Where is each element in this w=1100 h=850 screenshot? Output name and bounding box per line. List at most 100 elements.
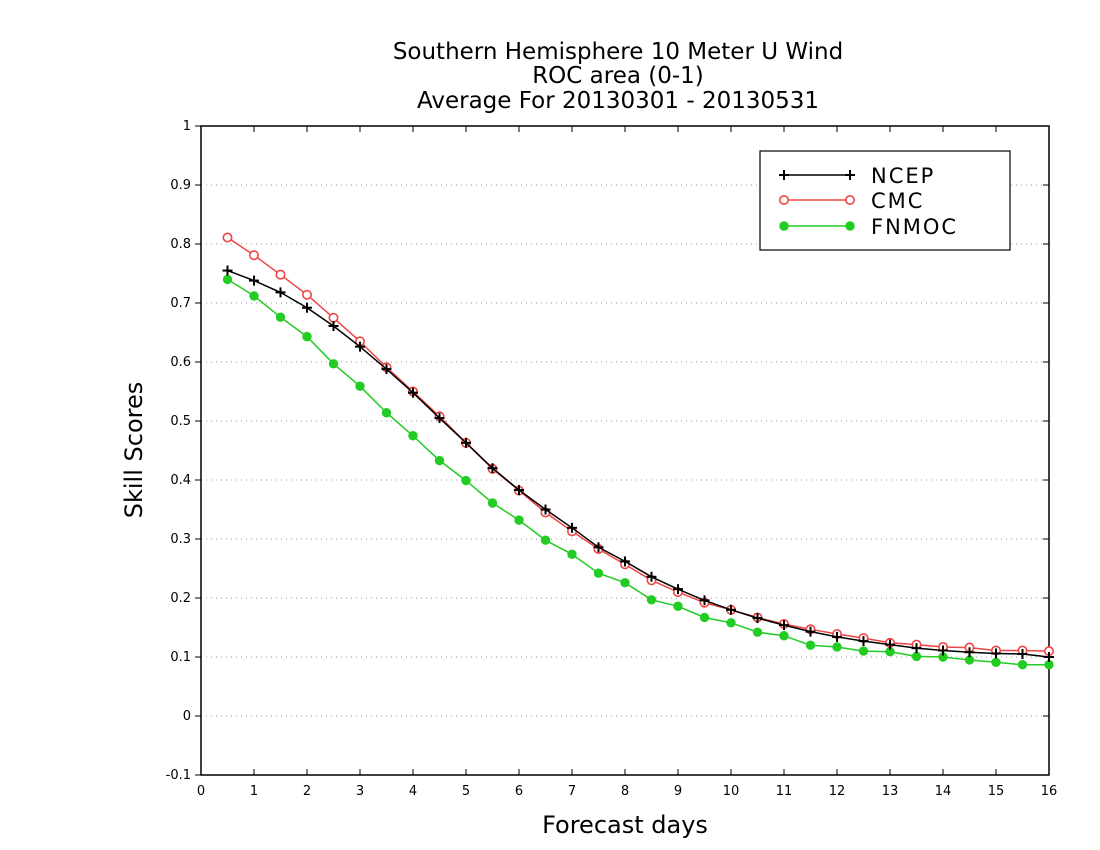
data-point-ncep	[858, 636, 869, 647]
x-tick-label: 16	[1041, 784, 1058, 799]
legend-item-cmc: CMC	[778, 189, 924, 213]
y-tick-label: 0.6	[170, 355, 191, 370]
data-point-cmc	[328, 312, 339, 323]
data-point-ncep	[699, 595, 710, 606]
legend-marker-end-cmc	[844, 195, 855, 206]
data-point-ncep	[938, 645, 948, 656]
y-tick-label: 0.2	[170, 591, 191, 606]
legend-marker-end-ncep	[845, 170, 855, 180]
data-point-ncep	[832, 631, 842, 642]
data-point-ncep	[355, 341, 365, 352]
data-point-ncep	[381, 364, 392, 375]
x-tick-label: 2	[303, 784, 311, 799]
data-point-ncep	[991, 648, 1001, 659]
x-tick-label: 13	[882, 784, 899, 799]
data-point-ncep	[249, 275, 259, 286]
data-point-ncep	[911, 643, 922, 654]
y-tick-label: -0.1	[166, 768, 191, 783]
title-line-2: ROC area (0-1)	[532, 63, 704, 89]
x-tick-label: 5	[462, 784, 470, 799]
data-point-fnmoc	[540, 535, 551, 545]
data-point-fnmoc	[911, 651, 922, 662]
x-tick-label: 6	[515, 784, 523, 799]
data-point-fnmoc	[408, 431, 418, 441]
data-point-cmc	[301, 289, 312, 300]
series-line-ncep	[227, 269, 1050, 658]
data-point-ncep	[1017, 649, 1028, 660]
data-point-fnmoc	[381, 408, 392, 418]
data-point-fnmoc	[328, 359, 339, 369]
data-point-ncep	[487, 463, 498, 474]
data-point-ncep	[540, 504, 551, 515]
y-tick-label: 0	[183, 709, 191, 724]
legend-marker-start-fnmoc	[779, 221, 789, 231]
data-point-ncep	[620, 556, 630, 567]
data-point-fnmoc	[275, 312, 286, 322]
x-tick-label: 9	[674, 784, 682, 799]
series-ncep	[222, 265, 1054, 662]
legend-marker-start-ncep	[779, 170, 789, 180]
data-point-fnmoc	[858, 646, 869, 656]
data-point-fnmoc	[302, 331, 312, 342]
data-point-ncep	[964, 647, 975, 658]
legend-marker-end-fnmoc	[845, 221, 855, 231]
y-tick-label: 0.1	[170, 650, 191, 665]
chart-title: Southern Hemisphere 10 Meter U Wind ROC …	[393, 39, 843, 114]
legend-item-ncep: NCEP	[779, 164, 935, 188]
data-point-cmc	[249, 250, 260, 261]
legend-label-fnmoc: FNMOC	[871, 215, 958, 239]
data-point-fnmoc	[620, 577, 630, 588]
data-point-fnmoc	[461, 475, 471, 486]
y-axis-title: Skill Scores	[120, 382, 148, 519]
data-point-ncep	[222, 265, 233, 276]
series-fnmoc	[222, 274, 1054, 670]
data-point-ncep	[567, 522, 577, 533]
x-tick-label: 3	[356, 784, 364, 799]
data-point-fnmoc	[593, 568, 604, 578]
y-tick-label: 1	[183, 119, 191, 134]
data-point-ncep	[779, 620, 789, 631]
data-point-fnmoc	[434, 455, 445, 466]
data-point-fnmoc	[355, 381, 365, 391]
legend-label-ncep: NCEP	[871, 164, 935, 188]
data-point-ncep	[646, 571, 657, 582]
data-point-ncep	[726, 604, 736, 615]
data-point-ncep	[593, 542, 604, 553]
data-point-fnmoc	[726, 618, 736, 628]
data-point-fnmoc	[222, 274, 233, 285]
x-tick-label: 0	[197, 784, 205, 799]
series-group	[222, 232, 1055, 670]
data-point-fnmoc	[752, 627, 763, 637]
data-point-ncep	[1044, 652, 1054, 662]
data-point-fnmoc	[832, 642, 842, 652]
legend-item-fnmoc: FNMOC	[779, 215, 958, 239]
series-line-fnmoc	[227, 278, 1049, 666]
x-tick-label: 7	[568, 784, 576, 799]
x-tick-label: 12	[829, 784, 846, 799]
data-point-ncep	[885, 639, 895, 650]
data-point-fnmoc	[1017, 659, 1028, 670]
x-axis: 0 1 2 3 4 5 6 7 8 9 10 11 12 13 14 15 16	[197, 126, 1057, 799]
x-tick-label: 11	[776, 784, 793, 799]
data-point-fnmoc	[514, 515, 524, 525]
x-tick-label: 1	[250, 784, 258, 799]
data-point-ncep	[673, 584, 683, 595]
data-point-fnmoc	[699, 612, 710, 623]
gridlines	[201, 184, 1049, 717]
data-point-fnmoc	[487, 498, 498, 508]
data-point-fnmoc	[646, 595, 657, 605]
y-tick-label: 0.8	[170, 237, 191, 252]
data-point-ncep	[434, 413, 445, 424]
y-tick-label: 0.3	[170, 532, 191, 547]
data-point-ncep	[461, 437, 471, 448]
x-tick-label: 10	[723, 784, 740, 799]
title-line-3: Average For 20130301 - 20130531	[417, 88, 819, 114]
legend-label-cmc: CMC	[871, 189, 924, 213]
data-point-ncep	[275, 287, 286, 298]
data-point-ncep	[328, 321, 339, 332]
data-point-cmc	[275, 269, 286, 280]
legend-marker-start-cmc	[778, 195, 789, 206]
data-point-fnmoc	[567, 549, 577, 560]
x-tick-label: 8	[621, 784, 629, 799]
